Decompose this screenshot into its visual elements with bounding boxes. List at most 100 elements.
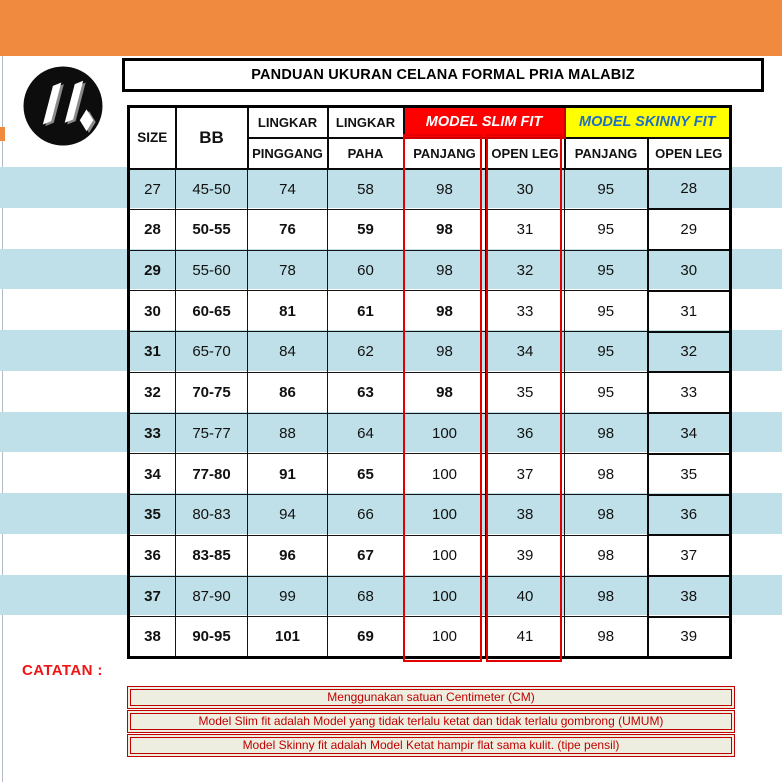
size-table-header: SIZE BB LINGKAR LINGKAR MODEL SLIM FIT M… [127,105,732,170]
cell-size: 34 [128,453,176,495]
cell-size: 35 [128,494,176,536]
cell-bb: 60-65 [175,290,248,332]
cell-lingkar-pinggang: 101 [247,616,328,658]
header-model-skinny-fit: MODEL SKINNY FIT [563,105,732,139]
table-row: 29 55-60 78 60 98 32 95 30 [128,249,732,292]
note-item: Model Skinny fit adalah Model Ketat hamp… [127,734,735,757]
cell-lingkar-pinggang: 78 [247,249,328,292]
header-lingkar-pinggang-top: LINGKAR [246,105,329,139]
header-slim-open-leg: OPEN LEG [484,136,566,170]
cell-lingkar-pinggang: 91 [247,453,328,495]
cell-slim-open-leg: 33 [485,290,565,332]
cell-skinny-panjang: 98 [564,412,648,455]
cell-skinny-open-leg: 37 [646,534,732,577]
cell-slim-panjang: 98 [403,371,486,414]
cell-bb: 65-70 [175,331,248,373]
cell-lingkar-pinggang: 81 [247,290,328,332]
cell-lingkar-paha: 69 [327,616,404,658]
cell-size: 31 [128,331,176,373]
cell-lingkar-pinggang: 96 [247,534,328,577]
header-skinny-open-leg: OPEN LEG [646,136,732,170]
cell-lingkar-paha: 67 [327,534,404,577]
cell-bb: 70-75 [175,371,248,414]
cell-slim-panjang: 100 [403,534,486,577]
size-table: SIZE BB LINGKAR LINGKAR MODEL SLIM FIT M… [127,105,733,659]
cell-slim-panjang: 98 [403,290,486,332]
cell-lingkar-pinggang: 76 [247,208,328,251]
cell-skinny-panjang: 95 [564,371,648,414]
cell-slim-panjang: 100 [403,616,486,658]
cell-skinny-panjang: 95 [564,331,648,373]
table-row: 36 83-85 96 67 100 39 98 37 [128,534,732,577]
cell-skinny-open-leg: 35 [646,452,732,496]
header-lingkar-pinggang-bottom: PINGGANG [246,136,329,170]
cell-skinny-panjang: 98 [564,453,648,495]
cell-lingkar-paha: 63 [327,371,404,414]
cell-slim-open-leg: 38 [485,494,565,536]
cell-skinny-open-leg: 34 [646,412,732,455]
table-row: 32 70-75 86 63 98 35 95 33 [128,371,732,414]
cell-size: 27 [128,168,176,210]
cell-skinny-panjang: 95 [564,208,648,251]
cell-size: 33 [128,412,176,455]
cell-skinny-panjang: 95 [564,249,648,292]
cell-skinny-panjang: 98 [564,616,648,658]
cell-slim-panjang: 98 [403,249,486,292]
table-row: 30 60-65 81 61 98 33 95 31 [128,289,732,333]
cell-bb: 87-90 [175,575,248,618]
cell-bb: 90-95 [175,616,248,658]
cell-skinny-panjang: 95 [564,168,648,210]
cell-slim-panjang: 98 [403,331,486,373]
header-row-bottom: PINGGANG PAHA PANJANG OPEN LEG PANJANG O… [129,136,732,170]
sheet-orange-tick [0,127,5,141]
cell-size: 37 [128,575,176,618]
cell-size: 38 [128,616,176,658]
cell-slim-open-leg: 40 [485,575,565,618]
table-row: 37 87-90 99 68 100 40 98 38 [128,575,732,618]
header-lingkar-paha-top: LINGKAR [326,105,405,139]
cell-lingkar-pinggang: 74 [247,168,328,210]
cell-slim-panjang: 100 [403,575,486,618]
header-lingkar-paha-bottom: PAHA [326,136,405,170]
table-row: 28 50-55 76 59 98 31 95 29 [128,208,732,251]
note-item: Menggunakan satuan Centimeter (CM) [127,686,735,709]
cell-size: 28 [128,208,176,251]
cell-bb: 50-55 [175,208,248,251]
cell-slim-open-leg: 34 [485,331,565,373]
cell-slim-open-leg: 35 [485,371,565,414]
cell-size: 29 [128,249,176,292]
header-skinny-panjang: PANJANG [563,136,649,170]
cell-lingkar-pinggang: 86 [247,371,328,414]
table-row: 27 45-50 74 58 98 30 95 28 [128,167,732,211]
cell-lingkar-paha: 64 [327,412,404,455]
cell-skinny-open-leg: 36 [646,493,732,537]
cell-bb: 55-60 [175,249,248,292]
cell-lingkar-pinggang: 99 [247,575,328,618]
cell-size: 30 [128,290,176,332]
cell-skinny-open-leg: 33 [646,371,732,414]
header-bb: BB [174,105,249,170]
header-row-top: SIZE BB LINGKAR LINGKAR MODEL SLIM FIT M… [127,105,732,170]
cell-bb: 83-85 [175,534,248,577]
cell-slim-open-leg: 41 [485,616,565,658]
cell-slim-panjang: 98 [403,208,486,251]
cell-skinny-panjang: 98 [564,534,648,577]
header-model-slim-fit: MODEL SLIM FIT [402,105,566,139]
title-box: PANDUAN UKURAN CELANA FORMAL PRIA MALABI… [122,58,764,92]
cell-slim-open-leg: 36 [485,412,565,455]
cell-slim-open-leg: 31 [485,208,565,251]
top-orange-bar [0,0,782,56]
cell-lingkar-pinggang: 94 [247,494,328,536]
cell-slim-panjang: 100 [403,412,486,455]
cell-lingkar-pinggang: 84 [247,331,328,373]
cell-slim-panjang: 100 [403,453,486,495]
cell-size: 32 [128,371,176,414]
cell-slim-panjang: 98 [403,168,486,210]
cell-bb: 75-77 [175,412,248,455]
table-row: 33 75-77 88 64 100 36 98 34 [128,412,732,455]
cell-skinny-panjang: 98 [564,575,648,618]
note-text: Model Slim fit adalah Model yang tidak t… [198,714,664,728]
size-table-body: 27 45-50 74 58 98 30 95 28 28 50-55 76 59 98 31 95 29 29… [128,167,732,659]
cell-skinny-open-leg: 29 [646,208,732,251]
